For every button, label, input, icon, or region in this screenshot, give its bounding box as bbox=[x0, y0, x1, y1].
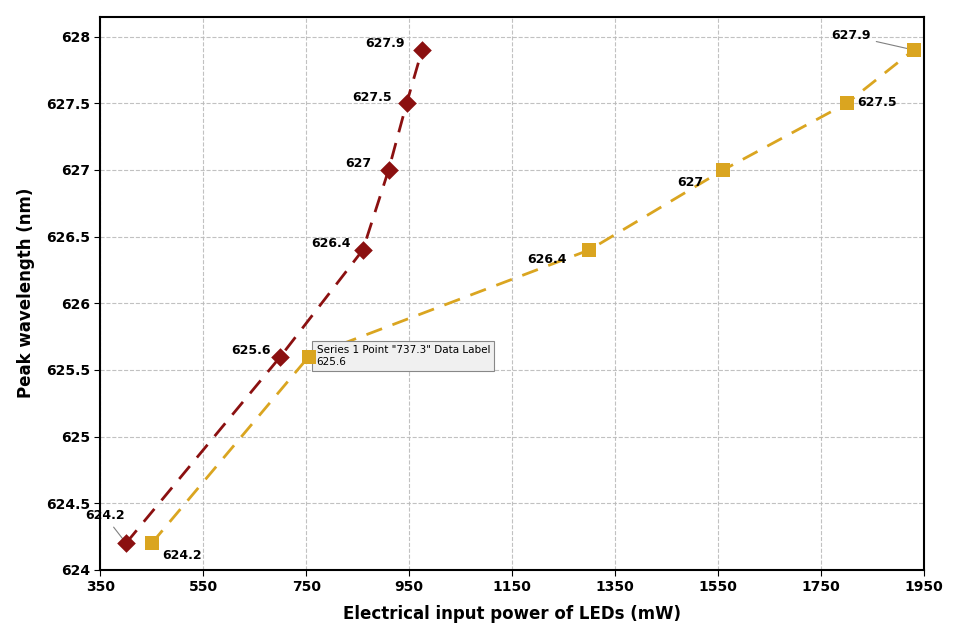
Point bbox=[118, 538, 133, 548]
Text: 624.2: 624.2 bbox=[84, 509, 125, 541]
Text: 624.2: 624.2 bbox=[155, 544, 202, 562]
Text: Series 1 Point "737.3" Data Label
625.6: Series 1 Point "737.3" Data Label 625.6 bbox=[317, 345, 490, 367]
Text: 627: 627 bbox=[345, 157, 371, 170]
Point bbox=[415, 45, 430, 55]
Text: 625.6: 625.6 bbox=[231, 344, 271, 357]
Point bbox=[399, 98, 415, 108]
Text: 626.4: 626.4 bbox=[311, 237, 350, 250]
Point bbox=[273, 351, 288, 362]
Text: 627: 627 bbox=[677, 176, 703, 189]
Text: 627.9: 627.9 bbox=[831, 29, 911, 49]
Text: 627.5: 627.5 bbox=[352, 91, 393, 104]
X-axis label: Electrical input power of LEDs (mW): Electrical input power of LEDs (mW) bbox=[343, 605, 682, 623]
Point bbox=[715, 165, 731, 175]
Text: 626.4: 626.4 bbox=[528, 253, 567, 266]
Point bbox=[839, 98, 854, 108]
Point bbox=[301, 351, 317, 362]
Point bbox=[355, 244, 371, 255]
Text: 627.9: 627.9 bbox=[366, 37, 405, 51]
Point bbox=[582, 244, 597, 255]
Point bbox=[906, 45, 922, 55]
Text: 627.5: 627.5 bbox=[857, 96, 897, 109]
Point bbox=[144, 538, 159, 548]
Point bbox=[381, 165, 396, 175]
Y-axis label: Peak wavelength (nm): Peak wavelength (nm) bbox=[16, 188, 35, 399]
